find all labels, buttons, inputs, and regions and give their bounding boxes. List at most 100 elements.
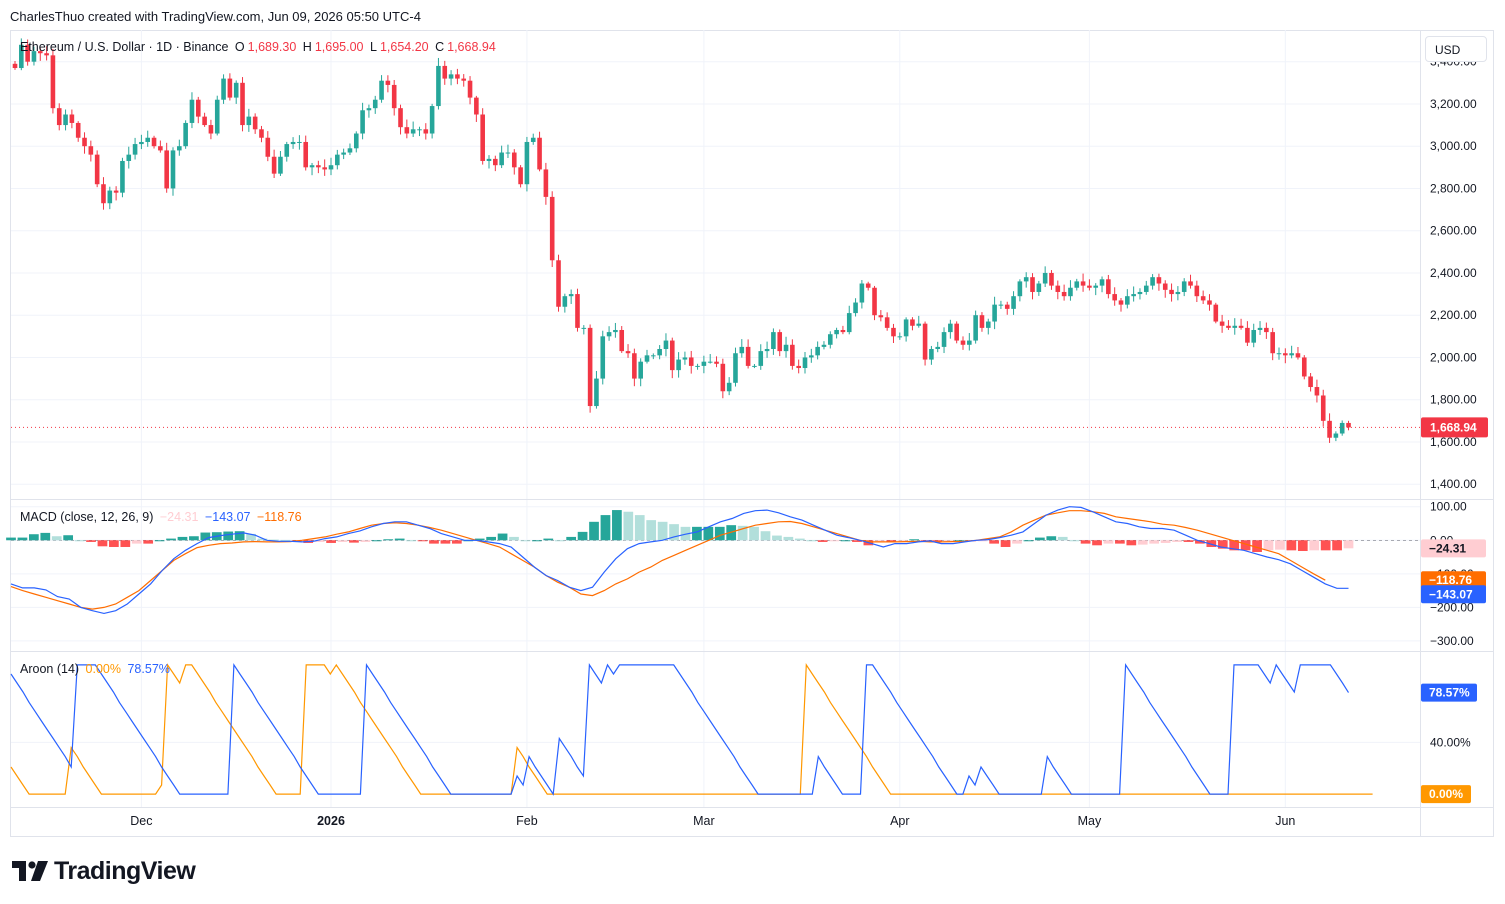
aroon-up-line [10, 663, 1350, 796]
candle-body [1333, 433, 1339, 438]
candle-body [872, 287, 877, 316]
candle-body [1049, 272, 1054, 286]
aroon-legend[interactable]: Aroon (14) 0.00% 78.57% [20, 662, 173, 676]
candle-body [474, 97, 479, 115]
macd-histogram-bar [29, 534, 39, 541]
macd-histogram-bar [1126, 540, 1137, 546]
macd-histogram-bar [6, 537, 16, 541]
candle-body [1219, 321, 1225, 326]
macd-histogram-bar [1092, 540, 1102, 546]
x-tick-label: Jun [1275, 814, 1295, 828]
candle-body [1308, 376, 1313, 388]
candle-body [113, 190, 119, 193]
high-label: H [302, 40, 312, 54]
candle-body [669, 340, 675, 371]
macd-tick-label: 100.00 [1430, 500, 1467, 514]
candle-body [688, 357, 694, 366]
macd-tick-label: −200.00 [1430, 600, 1474, 614]
candle-body [467, 80, 473, 98]
macd-histogram-bar [1149, 540, 1160, 544]
tradingview-logo-icon [12, 861, 48, 881]
candle-body [613, 329, 618, 333]
macd-histogram-bar [1320, 540, 1331, 551]
candle-body [1245, 327, 1250, 343]
candle-body [556, 260, 561, 307]
candle-body [1194, 285, 1200, 297]
macd-histogram-bar [63, 535, 74, 541]
macd-histogram-bar [897, 540, 908, 542]
candle-body [985, 321, 991, 328]
macd-histogram-bar [840, 540, 851, 542]
price-tick-label: 2,200.00 [1430, 308, 1477, 322]
candle-body [120, 160, 125, 193]
candle-body [1118, 300, 1124, 305]
macd-histogram-bar [1103, 540, 1114, 544]
currency-button[interactable]: USD [1425, 36, 1487, 62]
macd-histogram-bar [417, 540, 428, 542]
candle-body [518, 167, 523, 185]
macd-histogram-bar [554, 540, 565, 542]
candle-body [63, 114, 68, 126]
x-tick-label: Apr [890, 814, 909, 828]
candle-body [891, 327, 896, 337]
macd-histogram-bar [509, 536, 519, 541]
macd-legend[interactable]: MACD (close, 12, 26, 9) −24.31 −143.07 −… [20, 510, 305, 524]
candle-body [846, 313, 852, 333]
candle-body [335, 154, 340, 166]
macd-histogram-bar [97, 540, 108, 547]
candle-body [265, 137, 271, 157]
macd-histogram-bar [474, 538, 485, 541]
candle-body [796, 365, 801, 369]
macd-histogram-bar [200, 532, 211, 541]
candle-body [903, 319, 909, 337]
macd-histogram-bar [794, 538, 805, 541]
macd-histogram-bar [234, 531, 245, 541]
candle-body [1226, 325, 1231, 328]
candle-body [581, 327, 587, 329]
candle-body [827, 334, 833, 345]
candle-body [638, 361, 643, 379]
candle-body [347, 148, 353, 153]
candle-body [1068, 287, 1073, 297]
candle-body [948, 323, 953, 333]
candle-body [1099, 279, 1105, 286]
low-label: L [369, 40, 377, 54]
price-tick-label: 1,800.00 [1430, 393, 1477, 407]
macd-histogram-bar [1183, 540, 1194, 542]
candle-body [1251, 329, 1257, 343]
macd-signal-badge [1421, 571, 1486, 590]
macd-histogram-bar [1080, 540, 1091, 544]
macd-histogram-bar [680, 526, 691, 541]
macd-histogram-bar [349, 540, 359, 543]
candle-body [233, 82, 239, 98]
candle-body [935, 346, 941, 350]
candle-body [954, 323, 959, 341]
macd-histogram-bar [394, 538, 405, 541]
macd-histogram-bar [932, 540, 942, 543]
price-tick-label: 2,000.00 [1430, 350, 1477, 364]
candle-body [1087, 285, 1092, 288]
macd-histogram-bar [589, 521, 599, 541]
candle-body [189, 99, 195, 123]
macd-histogram-bar [1137, 540, 1148, 545]
macd-histogram-bar [852, 540, 862, 542]
candle-body [549, 196, 555, 261]
candle-body [568, 294, 574, 297]
macd-histogram-bar [40, 532, 51, 541]
candle-body [897, 336, 903, 338]
macd-histogram-bar [429, 540, 439, 544]
candle-body [164, 150, 169, 189]
candle-body [240, 82, 245, 126]
macd-histogram-bar [954, 540, 965, 542]
candle-body [404, 127, 410, 134]
candle-body [101, 184, 106, 204]
candle-body [505, 152, 511, 154]
candle-body [1314, 387, 1320, 396]
candle-body [1074, 281, 1080, 288]
macd-histogram-bar [337, 540, 348, 542]
chart-frame [10, 30, 1494, 837]
candle-body [1295, 353, 1301, 358]
macd-histogram-bar [874, 540, 885, 542]
